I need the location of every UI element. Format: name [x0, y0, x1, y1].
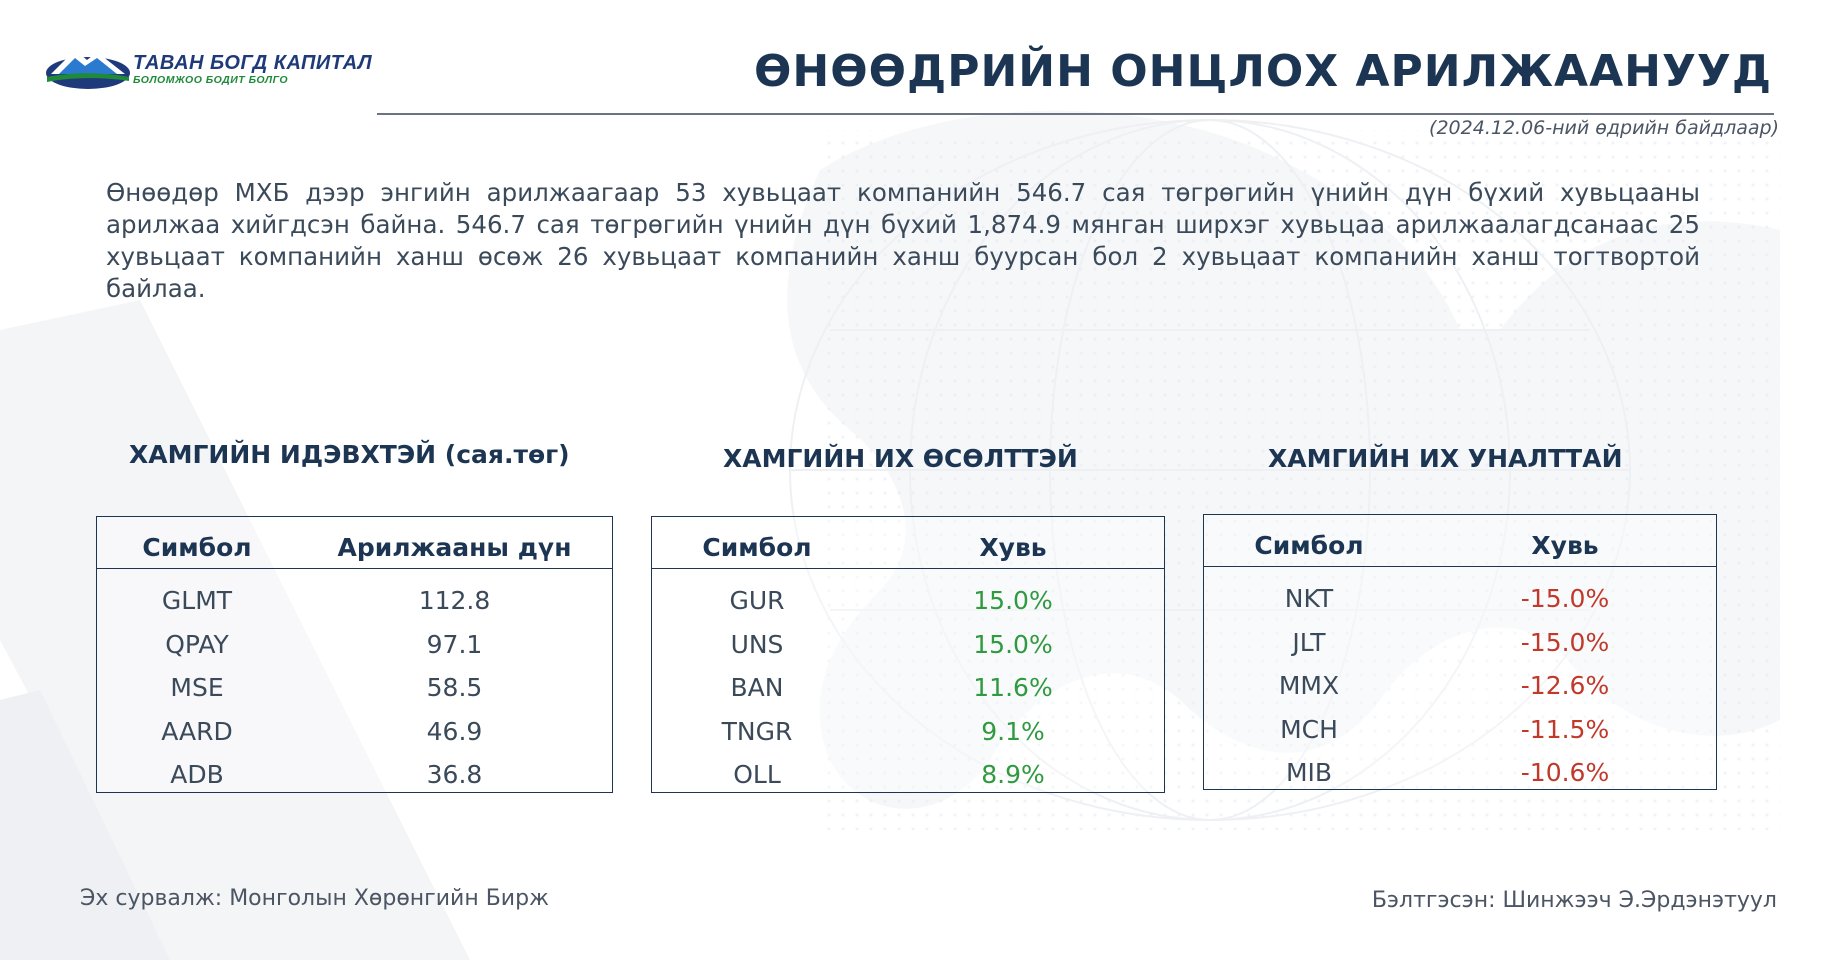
symbol-cell: MIB [1285, 758, 1333, 788]
value-cell: 112.8 [418, 586, 491, 616]
value-cell: 97.1 [426, 629, 483, 659]
table-row: OLL 8.9% [652, 753, 1164, 797]
symbol-cell: ADB [170, 760, 224, 790]
percent-change-cell: 11.6% [973, 673, 1053, 703]
table-header: Симбол Хувь [1204, 515, 1716, 567]
symbol-cell: MSE [170, 673, 224, 703]
percent-change-cell: -15.0% [1520, 627, 1610, 657]
symbol-cell: QPAY [165, 629, 229, 659]
table-row: MCH -11.5% [1204, 708, 1716, 752]
table-header: Симбол Хувь [652, 517, 1164, 569]
symbol-cell: GLMT [161, 586, 233, 616]
table-row: AARD 46.9 [97, 710, 612, 754]
symbol-cell: GUR [729, 586, 785, 616]
column-header-symbol: Симбол [1254, 531, 1364, 560]
table-row: QPAY 97.1 [97, 623, 612, 667]
most-active-title: ХАМГИЙН ИДЭВХТЭЙ (сая.төг) [129, 440, 570, 469]
column-header-value: Арилжааны дүн [337, 533, 572, 562]
logo-company-name: ТАВАН БОГД КАПИТАЛ [133, 52, 373, 74]
value-cell: 58.5 [426, 673, 483, 703]
percent-change-cell: 15.0% [973, 629, 1053, 659]
percent-change-cell: -11.5% [1520, 714, 1610, 744]
title-divider [377, 113, 1774, 115]
percent-change-cell: -12.6% [1520, 671, 1610, 701]
page-title: ӨНӨӨДРИЙН ОНЦЛОХ АРИЛЖААНУУД [754, 46, 1772, 97]
symbol-cell: OLL [733, 760, 781, 790]
table-row: NKT -15.0% [1204, 577, 1716, 621]
symbol-cell: UNS [730, 629, 784, 659]
symbol-cell: MMX [1278, 671, 1340, 701]
table-row: GUR 15.0% [652, 579, 1164, 623]
percent-change-cell: 15.0% [973, 586, 1053, 616]
table-row: BAN 11.6% [652, 666, 1164, 710]
company-logo: ТАВАН БОГД КАПИТАЛ БОЛОМЖОО БОДИТ БОЛГО [45, 44, 372, 94]
value-cell: 46.9 [426, 716, 483, 746]
table-row: MIB -10.6% [1204, 751, 1716, 795]
table-row: JLT -15.0% [1204, 621, 1716, 665]
market-summary: Өнөөдөр МХБ дээр энгийн арилжаагаар 53 х… [106, 178, 1700, 303]
percent-change-cell: -10.6% [1520, 758, 1610, 788]
date-note: (2024.12.06-ний өдрийн байдлаар) [1429, 117, 1779, 139]
table-row: MMX -12.6% [1204, 664, 1716, 708]
top-losers-table: Симбол Хувь NKT -15.0% JLT -15.0% MMX -12.6… [1203, 514, 1717, 790]
symbol-cell: MCH [1280, 714, 1338, 744]
source-note: Эх сурвалж: Монголын Хөрөнгийн Бирж [80, 886, 549, 911]
percent-change-cell: 9.1% [981, 716, 1045, 746]
percent-change-cell: -15.0% [1520, 584, 1610, 614]
symbol-cell: JLT [1292, 627, 1326, 657]
top-gainers-title: ХАМГИЙН ИХ ӨСӨЛТТЭЙ [723, 444, 1078, 473]
symbol-cell: BAN [730, 673, 784, 703]
column-header-percent: Хувь [979, 533, 1047, 562]
table-row: MSE 58.5 [97, 666, 612, 710]
table-header: Симбол Арилжааны дүн [97, 517, 612, 569]
column-header-symbol: Симбол [702, 533, 812, 562]
prepared-by-note: Бэлтгэсэн: Шинжээч Э.Эрдэнэтуул [1371, 888, 1777, 913]
symbol-cell: AARD [161, 716, 233, 746]
top-gainers-table: Симбол Хувь GUR 15.0% UNS 15.0% BAN 11.6% T… [651, 516, 1165, 793]
logo-slogan: БОЛОМЖОО БОДИТ БОЛГО [133, 74, 289, 86]
value-cell: 36.8 [426, 760, 483, 790]
percent-change-cell: 8.9% [981, 760, 1045, 790]
most-active-table: Симбол Арилжааны дүн GLMT 112.8 QPAY 97.1 … [96, 516, 613, 793]
table-row: UNS 15.0% [652, 623, 1164, 667]
symbol-cell: TNGR [721, 716, 793, 746]
column-header-symbol: Симбол [142, 533, 252, 562]
table-row: GLMT 112.8 [97, 579, 612, 623]
symbol-cell: NKT [1284, 584, 1334, 614]
top-losers-title: ХАМГИЙН ИХ УНАЛТТАЙ [1268, 444, 1623, 473]
table-row: ADB 36.8 [97, 753, 612, 797]
table-row: TNGR 9.1% [652, 710, 1164, 754]
mountain-logo-icon [46, 50, 130, 89]
column-header-percent: Хувь [1531, 531, 1599, 560]
